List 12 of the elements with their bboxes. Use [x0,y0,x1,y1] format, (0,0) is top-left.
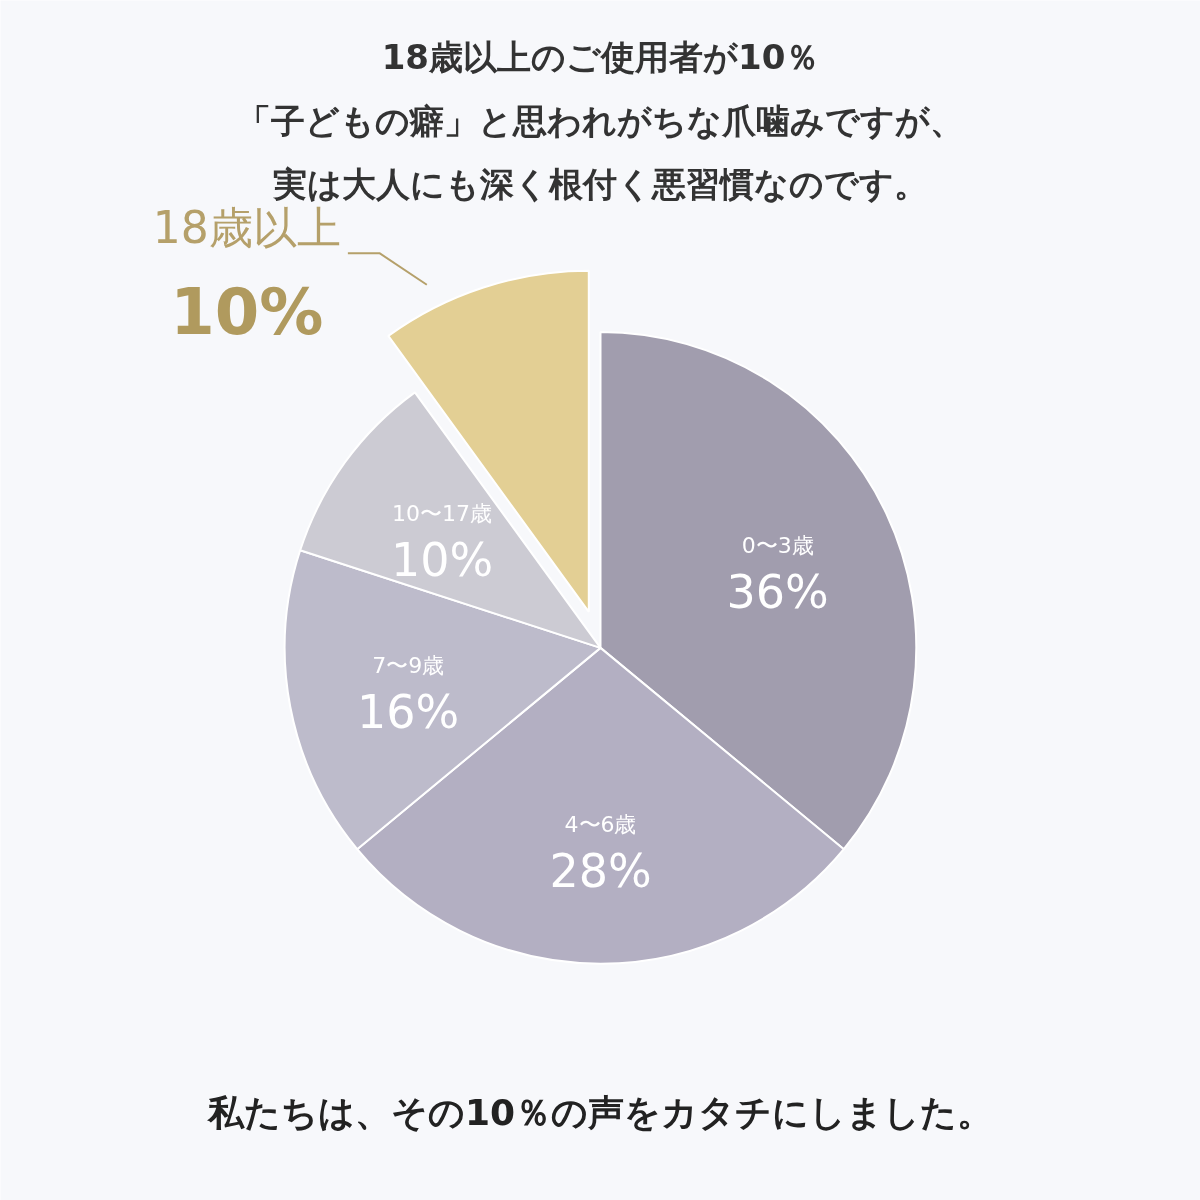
slice-label: 0〜3歳 [741,533,814,559]
data-label: 36% [726,564,829,619]
slice-label: 18歳以上 [152,202,341,254]
data-label: 28% [549,843,652,898]
slice-label: 4〜6歳 [564,812,637,838]
text: 私たちは、その10％の声をカタチにしました。 [206,1091,994,1133]
chart-subtitle: 「子どもの癖」と思われがちな爪噛みですが、 [237,100,964,141]
data-label: 10% [170,275,324,350]
text: 実は大人にも深く根付く悪習慣なのです。 [272,163,928,204]
data-label: 16% [357,684,460,739]
chart-title: 18歳以上のご使用者が10％ [381,37,820,78]
slice-label: 7〜9歳 [372,653,445,679]
